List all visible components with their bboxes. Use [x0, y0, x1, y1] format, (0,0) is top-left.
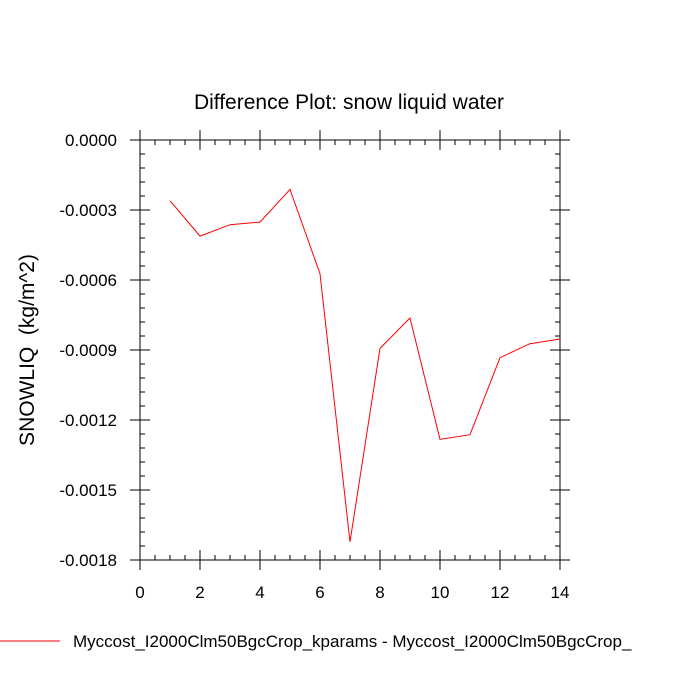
- x-tick-label: 0: [135, 583, 144, 602]
- y-tick-label: -0.0009: [59, 341, 117, 360]
- x-tick-labels: 0 2 4 6 8 10 12 14: [135, 583, 569, 602]
- axis-ticks: [130, 130, 570, 570]
- y-axis-label: SNOWLIQ (kg/m^2): [16, 254, 39, 446]
- y-tick-label: -0.0012: [59, 411, 117, 430]
- y-tick-label: 0.0000: [65, 131, 117, 150]
- y-tick-label: -0.0006: [59, 271, 117, 290]
- y-tick-label: -0.0018: [59, 551, 117, 570]
- x-tick-label: 14: [551, 583, 570, 602]
- legend-label: Myccost_I2000Clm50BgcCrop_kparams - Mycc…: [73, 632, 632, 651]
- x-tick-label: 6: [315, 583, 324, 602]
- series-line: [169, 188, 561, 542]
- y-tick-labels: 0.0000 -0.0003 -0.0006 -0.0009 -0.0012 -0.001…: [59, 131, 117, 570]
- x-tick-label: 10: [431, 583, 450, 602]
- plot-frame: [139, 139, 561, 561]
- y-tick-label: -0.0015: [59, 481, 117, 500]
- y-tick-label: -0.0003: [59, 201, 117, 220]
- x-tick-label: 2: [195, 583, 204, 602]
- x-tick-label: 8: [375, 583, 384, 602]
- x-tick-label: 12: [491, 583, 510, 602]
- x-tick-label: 4: [255, 583, 264, 602]
- chart-title: Difference Plot: snow liquid water: [194, 91, 504, 114]
- series-layer: [169, 188, 561, 542]
